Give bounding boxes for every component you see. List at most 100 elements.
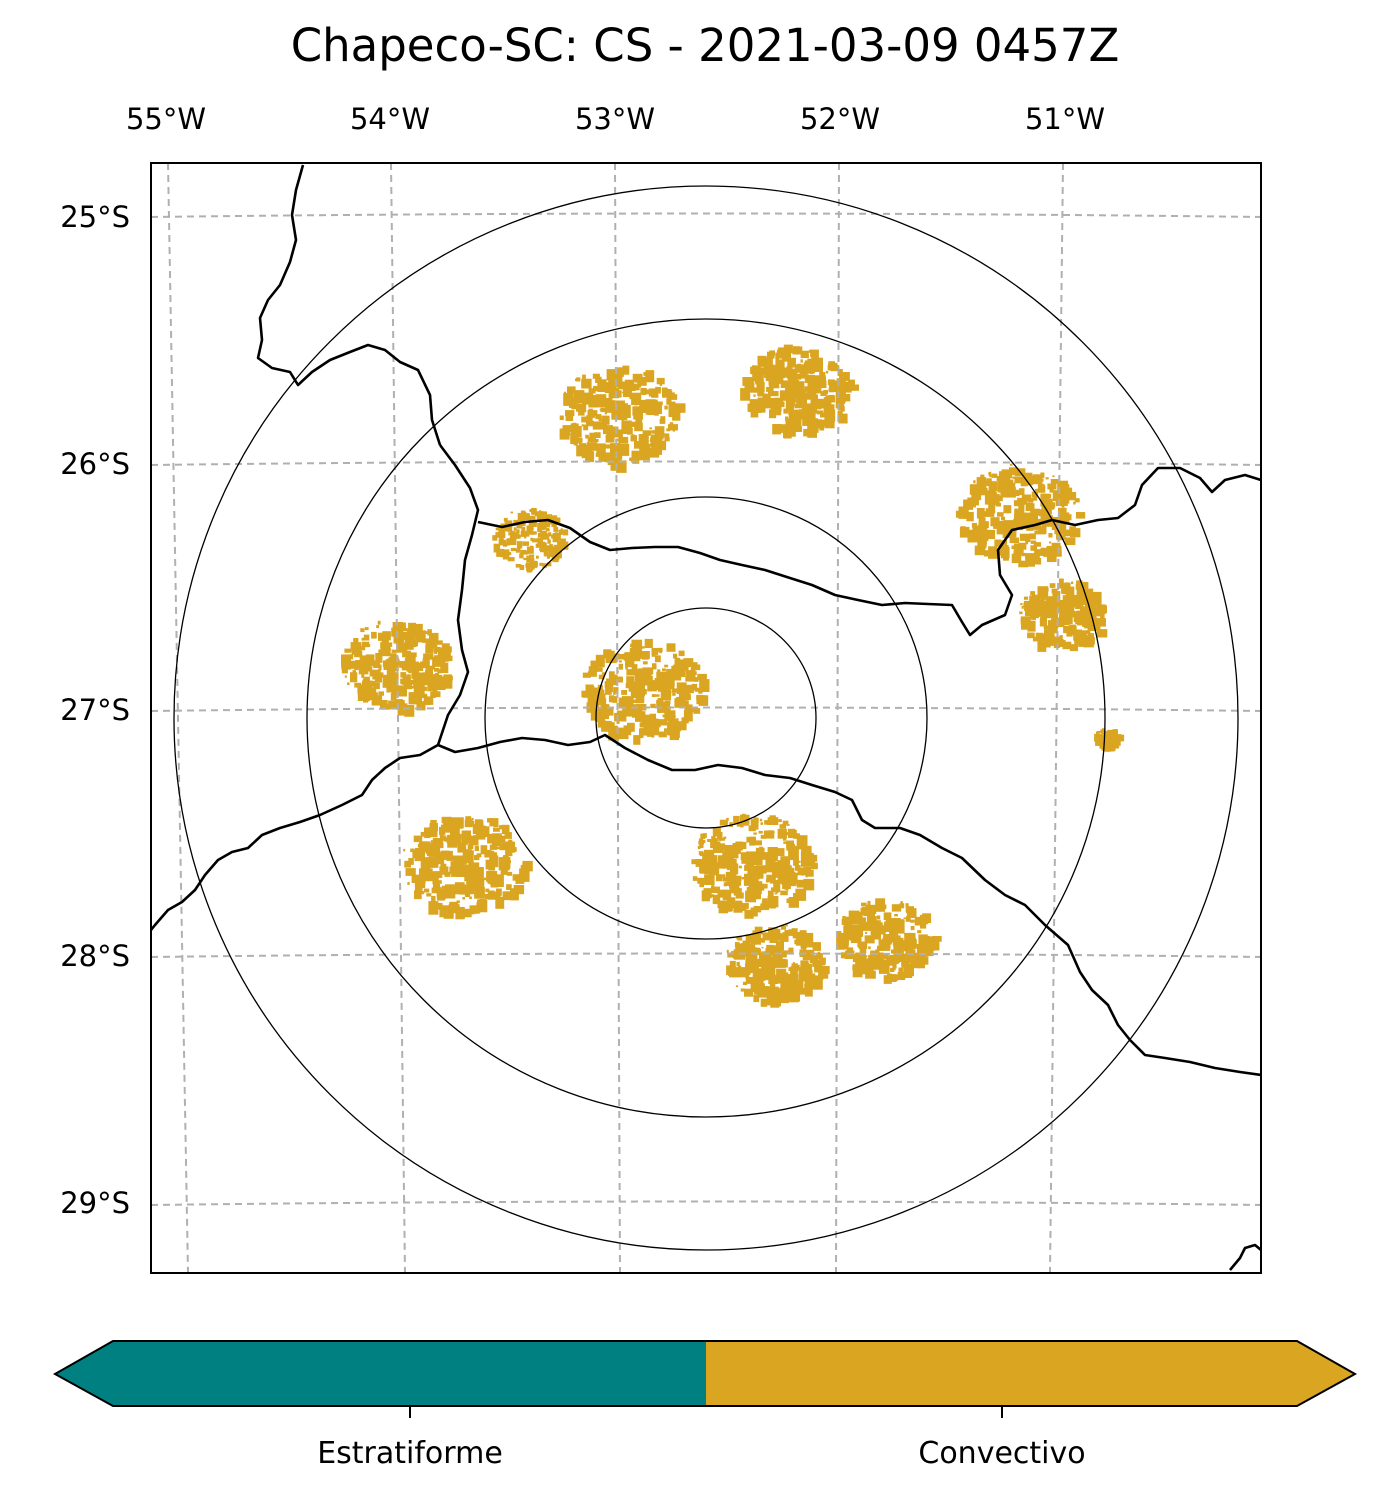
echo-pixel xyxy=(812,943,819,949)
echo-pixel xyxy=(586,415,589,417)
echo-pixel xyxy=(744,385,753,392)
echo-pixel xyxy=(1037,598,1045,608)
echo-pixel xyxy=(1023,475,1034,485)
echo-pixel xyxy=(634,713,637,716)
echo-pixel xyxy=(986,530,991,535)
echo-pixel xyxy=(587,410,598,417)
echo-pixel xyxy=(1100,613,1105,620)
echo-pixel xyxy=(989,488,993,491)
echo-pixel xyxy=(815,963,822,970)
echo-pixel xyxy=(598,418,602,422)
echo-pixel xyxy=(522,860,533,872)
echo-pixel xyxy=(501,824,510,835)
echo-pixel xyxy=(691,683,698,691)
echo-pixel xyxy=(1030,609,1039,619)
echo-pixel xyxy=(520,510,526,516)
echo-pixel xyxy=(1034,530,1039,535)
echo-pixel xyxy=(864,958,870,964)
echo-pixel xyxy=(1045,494,1052,499)
echo-pixel xyxy=(519,553,524,559)
echo-pixel xyxy=(810,399,822,410)
chart-title: Chapeco-SC: CS - 2021-03-09 0457Z xyxy=(290,19,1120,72)
echo-pixel xyxy=(574,439,579,442)
echo-pixel xyxy=(1069,526,1076,534)
echo-pixel xyxy=(611,375,620,383)
echo-pixel xyxy=(765,989,768,993)
echo-pixel xyxy=(382,631,391,641)
echo-pixel xyxy=(393,630,404,640)
parana-argentina-border xyxy=(436,444,480,746)
echo-pixel xyxy=(411,671,417,677)
echo-pixel xyxy=(1064,607,1075,614)
echo-pixel xyxy=(538,515,544,521)
echo-pixel xyxy=(1079,636,1086,645)
echo-pixel xyxy=(1113,736,1118,741)
echo-pixel xyxy=(766,863,773,873)
echo-pixel xyxy=(631,692,636,696)
echo-pixel xyxy=(1060,487,1065,493)
echo-pixel xyxy=(652,720,661,728)
echo-pixel xyxy=(891,904,902,912)
echo-pixel xyxy=(735,841,743,851)
echo-pixel xyxy=(479,898,486,907)
echo-pixel xyxy=(546,545,551,552)
santa-catarina-rio-grande-border xyxy=(437,733,1261,1077)
echo-pixel xyxy=(987,512,995,517)
echo-pixel xyxy=(1019,611,1023,615)
echo-pixel xyxy=(422,856,425,859)
echo-pixel xyxy=(446,892,450,896)
echo-pixel xyxy=(591,390,596,394)
echo-pixel xyxy=(848,927,855,932)
echo-pixel xyxy=(988,471,992,476)
echo-pixel xyxy=(854,919,857,923)
echo-pixel xyxy=(572,422,577,427)
echo-pixel xyxy=(1115,739,1118,743)
echo-pixel xyxy=(717,855,729,869)
echo-pixel xyxy=(787,368,798,381)
echo-pixel xyxy=(898,944,907,952)
echo-pixel xyxy=(882,938,892,945)
echo-pixel xyxy=(457,842,467,853)
echo-pixel xyxy=(506,884,512,890)
echo-pixel xyxy=(624,379,634,386)
echo-pixel xyxy=(398,702,402,706)
echo-pixel xyxy=(735,881,742,886)
range-ring-50km xyxy=(595,607,817,829)
echo-pixel xyxy=(778,819,782,823)
echo-pixel xyxy=(642,430,652,436)
echo-pixel xyxy=(714,829,720,835)
echo-pixel xyxy=(899,903,905,909)
echo-pixel xyxy=(782,950,786,954)
echo-pixel xyxy=(697,877,705,884)
echo-pixel xyxy=(1058,507,1067,514)
echo-pixel xyxy=(498,528,506,537)
gridline-54w xyxy=(390,163,406,1273)
echo-pixel xyxy=(782,882,791,889)
echo-pixel xyxy=(537,537,544,546)
echo-pixel xyxy=(800,960,809,970)
echo-pixel xyxy=(1062,595,1069,602)
echo-pixel xyxy=(441,885,451,895)
echo-pixel xyxy=(598,674,605,680)
echo-pixel xyxy=(1046,611,1056,619)
echo-pixel xyxy=(754,926,763,935)
echo-pixel xyxy=(522,550,529,555)
echo-pixel xyxy=(431,895,436,902)
echo-pixel xyxy=(540,511,546,518)
echo-pixel xyxy=(1037,488,1042,492)
echo-pixel xyxy=(976,532,988,539)
echo-pixel xyxy=(1014,471,1018,476)
echo-pixel xyxy=(475,832,486,840)
echo-pixel xyxy=(619,654,627,660)
echo-pixel xyxy=(410,630,418,636)
echo-pixel xyxy=(644,444,651,450)
echo-pixel xyxy=(642,393,646,395)
echo-pixel xyxy=(1033,554,1040,563)
echo-pixel xyxy=(1056,522,1067,534)
echo-pixel xyxy=(1050,636,1061,646)
echo-pixel xyxy=(797,860,801,863)
echo-pixel xyxy=(1075,613,1083,619)
echo-pixel xyxy=(720,837,726,841)
echo-pixel xyxy=(836,944,840,947)
echo-pixel xyxy=(769,956,780,968)
